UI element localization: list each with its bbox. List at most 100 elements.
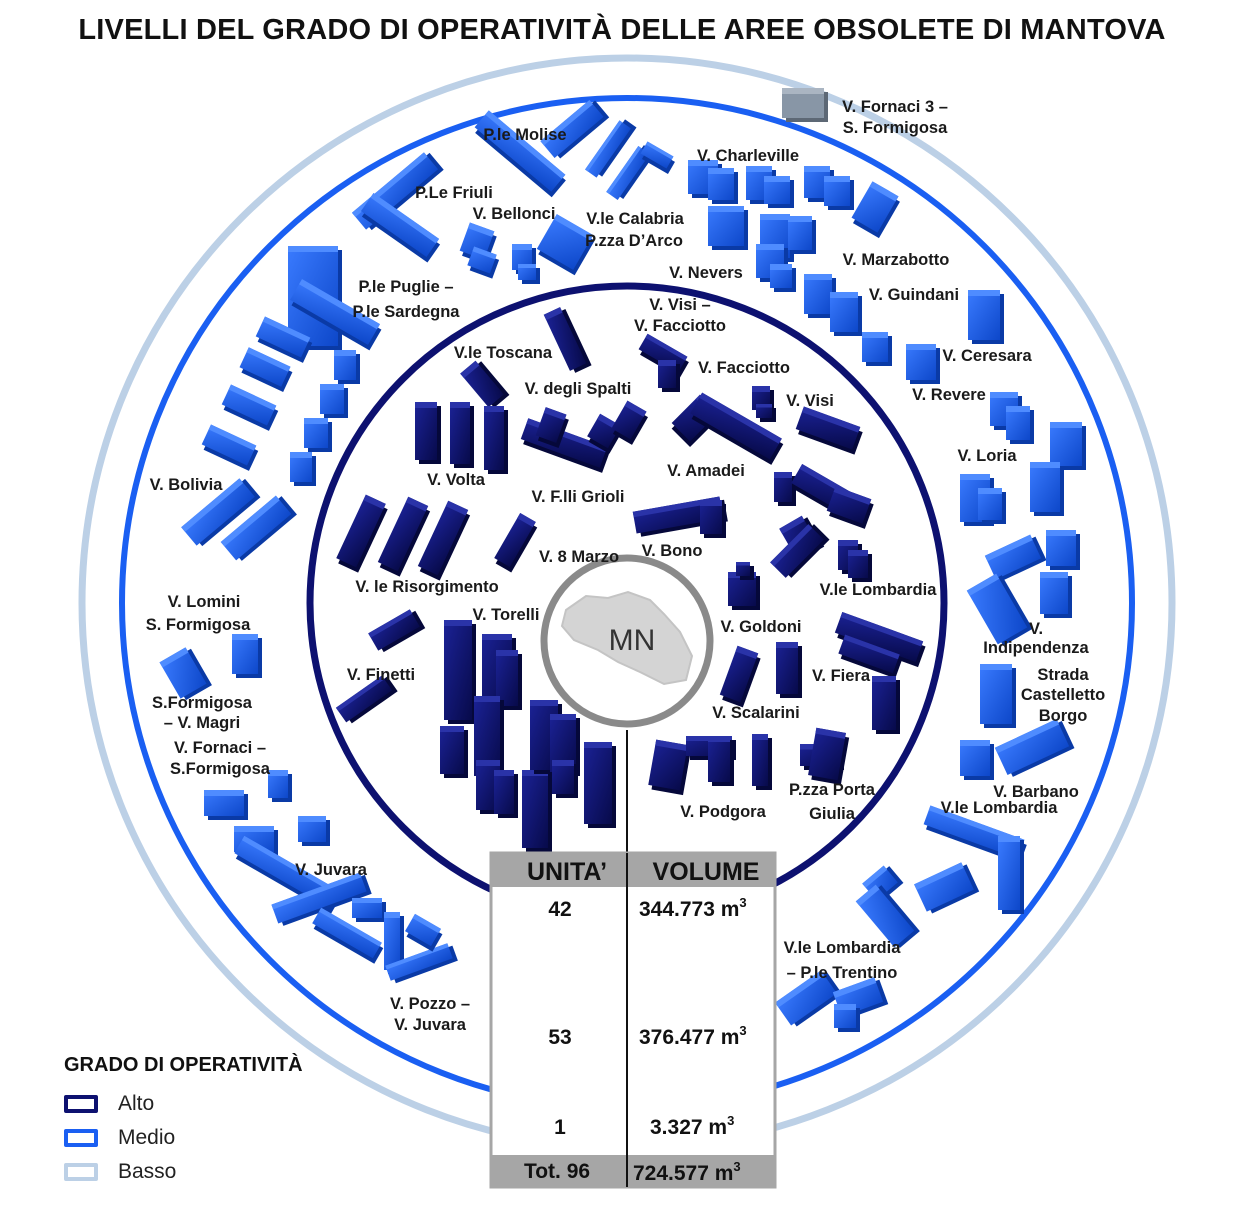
legend-swatch-alto [64, 1095, 98, 1113]
area-label-basso: V. Fornaci 3 – [842, 98, 948, 116]
building-medio [232, 634, 262, 678]
building-alto [848, 550, 872, 582]
legend-label-basso: Basso [118, 1160, 177, 1183]
building-medio [540, 100, 610, 159]
building-alto [336, 494, 388, 573]
area-label-alto: V. Finetti [347, 666, 415, 684]
area-label-alto: V. Goldoni [721, 618, 802, 636]
area-label-medio: V. Fornaci – [174, 739, 266, 757]
page-title: LIVELLI DEL GRADO DI OPERATIVITÀ DELLE A… [78, 14, 1166, 46]
legend-label-medio: Medio [118, 1126, 176, 1149]
area-label-alto: V. Scalarini [712, 704, 799, 722]
building-alto [584, 742, 616, 828]
buildings-alto [335, 307, 926, 852]
area-label-medio: P.le Molise [483, 126, 566, 144]
building-medio [1046, 530, 1080, 570]
area-label-medio: V. Bellonci [473, 205, 556, 223]
building-alto [872, 676, 900, 734]
building-medio [984, 534, 1047, 582]
building-alto [700, 500, 726, 538]
building-medio [770, 264, 796, 292]
building-medio [290, 279, 382, 351]
area-label-medio: V.le Lombardia [941, 799, 1059, 817]
legend-swatch-basso [64, 1163, 98, 1181]
row-alto-volume: 344.773 m3 [639, 895, 747, 921]
building-alto [776, 642, 802, 698]
building-alto [417, 500, 471, 581]
building-medio [998, 836, 1024, 914]
building-medio [304, 418, 332, 452]
building-alto [658, 360, 680, 392]
building-medio [764, 176, 794, 208]
building-medio [384, 912, 404, 974]
area-label-alto: V. Amadei [667, 462, 745, 480]
building-alto [460, 360, 510, 408]
building-medio [708, 206, 748, 250]
building-medio [640, 141, 675, 175]
area-label-alto: V. F.lli Grioli [532, 488, 625, 506]
area-label-medio: V. Loria [958, 447, 1018, 465]
area-label-medio: V. Revere [912, 386, 986, 404]
area-label-alto: V.le Lombardia [820, 581, 938, 599]
area-label-medio: V. Marzabotto [843, 251, 950, 269]
building-basso [782, 88, 828, 122]
building-medio [855, 884, 920, 948]
building-alto [834, 611, 926, 668]
area-label-medio: Castelletto [1021, 686, 1105, 704]
building-medio [862, 332, 892, 366]
row-alto-units: 42 [548, 898, 571, 921]
area-label-alto: V. le Risorgimento [355, 578, 498, 596]
building-medio [966, 573, 1033, 646]
building-medio [271, 872, 372, 926]
building-medio [775, 970, 843, 1027]
area-label-alto: V. Fiera [812, 667, 871, 685]
area-label-medio: P.le Puglie – [358, 278, 453, 296]
building-medio [268, 770, 292, 802]
building-medio [978, 488, 1006, 524]
building-alto [335, 675, 398, 724]
area-label-medio: P.zza D’Arco [585, 232, 683, 250]
area-label-basso: S. Formigosa [843, 119, 948, 137]
building-alto [648, 739, 691, 796]
building-alto [543, 307, 592, 373]
area-label-medio: – V. Magri [164, 714, 240, 732]
building-alto [496, 650, 522, 710]
building-alto [377, 496, 431, 577]
building-alto [494, 770, 518, 818]
area-label-medio: V.le Lombardia [784, 939, 902, 957]
building-alto [774, 472, 796, 506]
building-medio [334, 350, 360, 384]
building-alto [826, 486, 874, 529]
building-medio [1030, 462, 1064, 516]
building-medio [824, 176, 854, 210]
building-alto [752, 734, 772, 790]
building-alto [552, 760, 578, 798]
table-header-bg [491, 853, 775, 887]
building-alto [444, 620, 476, 724]
area-label-medio: P.le Sardegna [352, 303, 460, 321]
building-medio [708, 168, 738, 204]
buildings-medio [159, 100, 1086, 1032]
building-medio [181, 478, 261, 547]
area-label-alto: V. 8 Marzo [539, 548, 619, 566]
building-medio [201, 424, 259, 471]
building-alto [494, 512, 538, 573]
row-medio-units: 53 [548, 1026, 571, 1049]
building-medio [298, 816, 330, 846]
area-label-alto: V. Torelli [473, 606, 540, 624]
building-medio [352, 898, 386, 922]
building-medio [994, 719, 1075, 777]
area-label-alto: V. Volta [427, 471, 486, 489]
area-label-medio: V. Lomini [168, 593, 241, 611]
building-alto [795, 406, 863, 455]
building-medio [536, 214, 595, 276]
total-volume: 724.577 m3 [633, 1159, 741, 1185]
area-label-medio: S.Formigosa [152, 694, 253, 712]
legend: GRADO DI OPERATIVITÀ Alto Medio Basso [64, 1054, 303, 1189]
area-label-alto: V. Podgora [680, 803, 766, 821]
area-label-medio: V. Ceresara [942, 347, 1032, 365]
mantova-shape [560, 590, 694, 686]
area-label-medio: S.Formigosa [170, 760, 271, 778]
building-alto [415, 402, 441, 464]
